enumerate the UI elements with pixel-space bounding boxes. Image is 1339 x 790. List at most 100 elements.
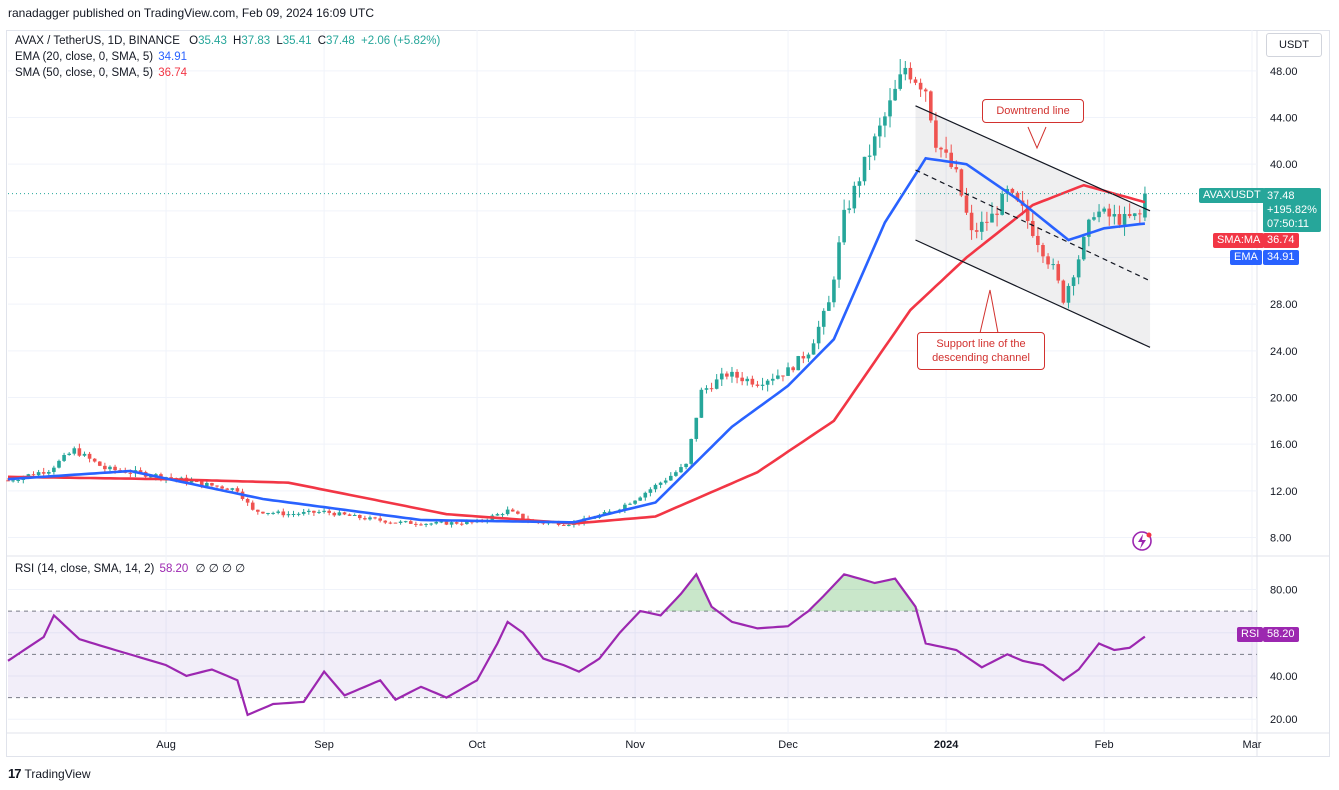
published-by: ranadagger published on TradingView.com,… <box>8 6 375 20</box>
ema-tag-label: EMA <box>1230 250 1262 265</box>
candle-body <box>465 521 469 525</box>
candle-body <box>363 518 367 520</box>
rsi-tag-label: RSI <box>1237 627 1264 642</box>
candle-body <box>1010 188 1015 193</box>
candle-body <box>903 67 908 75</box>
candle-body <box>210 482 214 486</box>
candle-body <box>327 510 331 513</box>
candle-body <box>1092 217 1096 220</box>
time-tick-label: Oct <box>468 739 485 751</box>
candle-body <box>281 511 286 516</box>
candle-body <box>684 463 688 468</box>
candle-body <box>648 489 653 493</box>
rsi-legend-label: RSI (14, close, SMA, 14, 2) <box>15 563 155 575</box>
candle-body <box>332 512 337 516</box>
callout-arrows <box>979 126 1047 334</box>
candle-body <box>719 373 724 380</box>
candle-body <box>964 195 969 213</box>
candle-body <box>842 209 846 243</box>
footer-brand[interactable]: 17 TradingView <box>8 766 91 781</box>
candle-body <box>985 221 989 223</box>
candle-body <box>755 384 760 386</box>
rsi-legend[interactable]: RSI (14, close, SMA, 14, 2) 58.20 ∅ ∅ ∅ … <box>15 561 245 577</box>
candle-body <box>852 185 857 209</box>
candle-body <box>398 521 403 523</box>
candle-body <box>505 509 510 515</box>
candle-body <box>261 511 265 514</box>
candle-body <box>138 470 143 473</box>
candle-body <box>429 523 433 525</box>
candle-body <box>373 517 377 519</box>
candle-body <box>1025 205 1030 221</box>
candle-body <box>760 384 765 386</box>
candle-body <box>276 511 281 513</box>
symbol-name[interactable]: AVAX / TetherUS, 1D, BINANCE <box>15 35 180 47</box>
candle-body <box>1056 264 1061 281</box>
candle-body <box>220 486 224 489</box>
candle-body <box>602 512 607 515</box>
sma-legend[interactable]: SMA (50, close, 0, SMA, 5) 36.74 <box>15 65 187 81</box>
time-tick-label: Dec <box>778 739 798 751</box>
candle-body <box>765 380 770 385</box>
candle-body <box>235 488 240 492</box>
close-value: 37.48 <box>326 35 355 47</box>
currency-button[interactable]: USDT <box>1266 33 1322 57</box>
candle-body <box>770 378 775 381</box>
candle-body <box>317 511 321 513</box>
candle-body <box>735 371 739 378</box>
rsi-line <box>7 572 1146 717</box>
candle-body <box>781 375 785 377</box>
candle-body <box>516 511 520 514</box>
time-tick-label: Sep <box>314 739 334 751</box>
candle-body <box>454 522 459 524</box>
candle-body <box>347 514 352 516</box>
candle-body <box>92 458 97 462</box>
candle-body <box>250 502 255 510</box>
rsi-tick-label: 80.00 <box>1270 584 1298 596</box>
candle-body <box>990 213 994 223</box>
footer-brand-text: TradingView <box>24 766 91 781</box>
symbol-tag-values: 37.48 +195.82% 07:50:11 <box>1263 188 1321 232</box>
price-tick-label: 12.00 <box>1270 486 1298 498</box>
candle-body <box>668 475 673 481</box>
price-tick-label: 16.00 <box>1270 439 1298 451</box>
candle-body <box>46 471 51 474</box>
candle-body <box>816 326 821 344</box>
candle-body <box>934 120 938 148</box>
symbol-tag-countdown: 07:50:11 <box>1267 218 1310 230</box>
candle-body <box>6 480 10 482</box>
candle-body <box>643 492 648 498</box>
high-label: H <box>233 35 242 47</box>
sma-line <box>7 183 1146 525</box>
time-tick-label: Aug <box>156 739 176 751</box>
rsi-overbought-fill <box>8 574 1145 612</box>
candle-body <box>419 524 423 526</box>
moving-averages <box>7 156 1146 525</box>
candle-body <box>82 453 87 456</box>
candle-body <box>811 343 816 355</box>
support-callout[interactable]: Support line of the descending channel <box>917 332 1045 370</box>
candle-body <box>847 208 852 210</box>
candle-body <box>383 520 388 523</box>
candle-body <box>500 514 505 516</box>
downtrend-callout[interactable]: Downtrend line <box>982 99 1084 123</box>
candle-body <box>1143 193 1147 218</box>
sma-legend-value: 36.74 <box>158 67 188 79</box>
candle-body <box>77 448 82 456</box>
candle-body <box>1087 219 1091 237</box>
channel-lower-line <box>915 239 1151 348</box>
candle-body <box>286 514 291 516</box>
candle-body <box>821 310 826 327</box>
candle-body <box>225 488 230 490</box>
candle-body <box>128 472 133 474</box>
candle-body <box>1046 256 1050 265</box>
candle-body <box>974 230 979 232</box>
ema-legend[interactable]: EMA (20, close, 0, SMA, 5) 34.91 <box>15 49 187 65</box>
lightning-icon[interactable] <box>1132 531 1152 551</box>
candle-body <box>189 480 194 483</box>
candle-body <box>97 461 102 466</box>
candle-body <box>296 513 301 515</box>
candle-body <box>658 482 663 485</box>
candle-body <box>11 480 15 482</box>
